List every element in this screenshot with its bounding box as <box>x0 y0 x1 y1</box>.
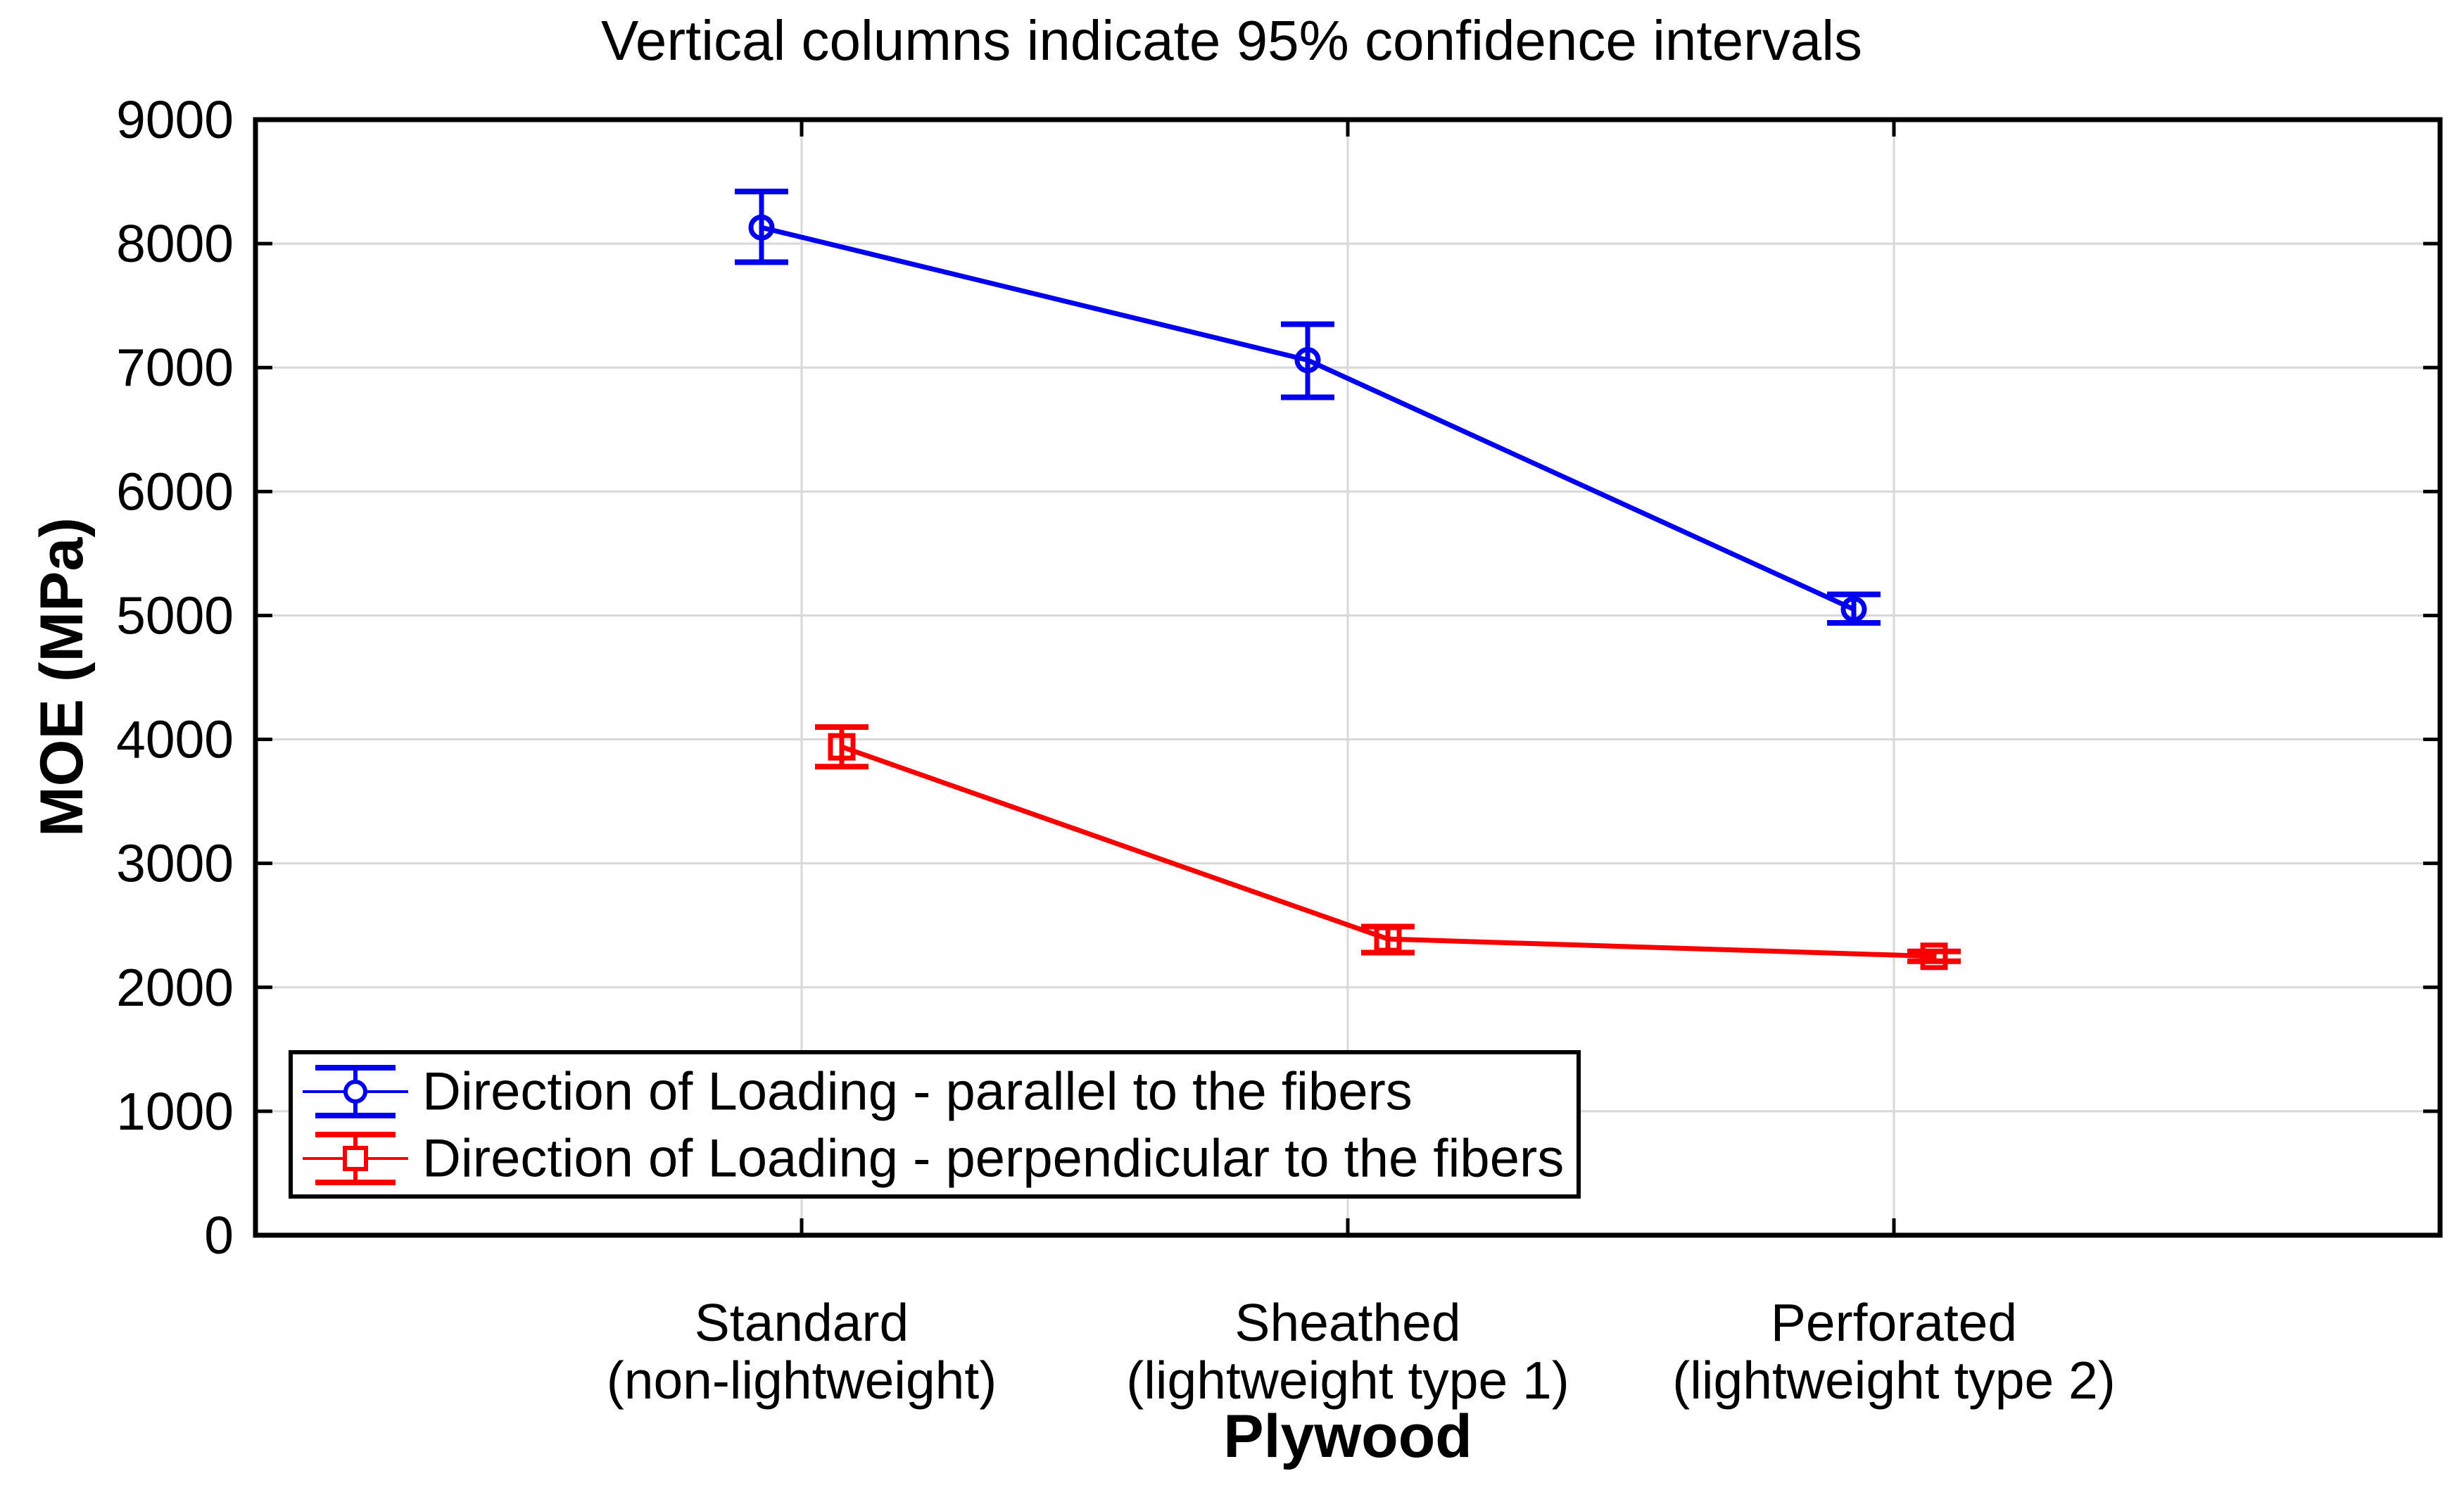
x-category-labels: Standard (non-lightweight) Sheathed (lig… <box>607 1293 2116 1410</box>
marker-square-s1-p0 <box>828 733 856 761</box>
category-standard-line1: Standard <box>695 1293 909 1352</box>
y-tick-label-7000: 7000 <box>116 338 234 397</box>
marker-square-s1-p1 <box>1374 925 1402 953</box>
series-line-s1 <box>840 744 1935 959</box>
y-tick-label-8000: 8000 <box>116 214 234 273</box>
legend-glyph-perpendicular <box>303 1132 408 1185</box>
marker-circle-s0-p0 <box>748 214 775 241</box>
y-tick-labels: 0 1000 2000 3000 4000 5000 6000 7000 8000 9000 <box>116 90 234 1265</box>
axis-ticks-layer <box>255 120 2440 1235</box>
marker-circle-s0-p1 <box>1294 347 1321 374</box>
x-axis-title: Plywood <box>1223 1403 1472 1470</box>
legend-marker-square <box>343 1146 368 1171</box>
plot-frame <box>253 117 2443 1238</box>
category-sheathed-line2: (lightweight type 1) <box>1126 1351 1569 1410</box>
legend-label-parallel: Direction of Loading - parallel to the f… <box>422 1062 1413 1122</box>
series-line-s0 <box>761 225 1855 612</box>
legend: Direction of Loading - parallel to the f… <box>289 1050 1581 1199</box>
y-tick-label-2000: 2000 <box>116 958 234 1017</box>
chart-title: Vertical columns indicate 95% confidence… <box>601 9 1862 72</box>
series-perpendicular <box>815 724 1961 971</box>
marker-square-s1-p2 <box>1920 942 1948 971</box>
series-layer <box>735 189 1961 971</box>
category-perforated-line1: Perforated <box>1771 1293 2017 1352</box>
legend-label-perpendicular: Direction of Loading - perpendicular to … <box>422 1129 1564 1189</box>
series-parallel <box>735 189 1881 626</box>
y-tick-label-6000: 6000 <box>116 462 234 521</box>
legend-glyphs <box>303 1065 408 1185</box>
gridlines-layer <box>255 120 2440 1235</box>
category-sheathed-line1: Sheathed <box>1234 1293 1460 1352</box>
y-axis-title: MOE (MPa) <box>28 517 96 837</box>
y-tick-label-9000: 9000 <box>116 90 234 149</box>
y-tick-label-3000: 3000 <box>116 834 234 893</box>
y-tick-label-1000: 1000 <box>116 1082 234 1141</box>
legend-box <box>289 1050 1581 1199</box>
marker-circle-s0-p2 <box>1840 596 1867 623</box>
y-tick-label-5000: 5000 <box>116 586 234 645</box>
y-tick-label-4000: 4000 <box>116 710 234 769</box>
legend-glyph-parallel <box>303 1065 408 1118</box>
y-tick-label-0: 0 <box>204 1206 234 1265</box>
legend-marker-circle <box>343 1080 367 1104</box>
category-standard-line2: (non-lightweight) <box>607 1351 997 1410</box>
category-perforated-line2: (lightweight type 2) <box>1672 1351 2115 1410</box>
